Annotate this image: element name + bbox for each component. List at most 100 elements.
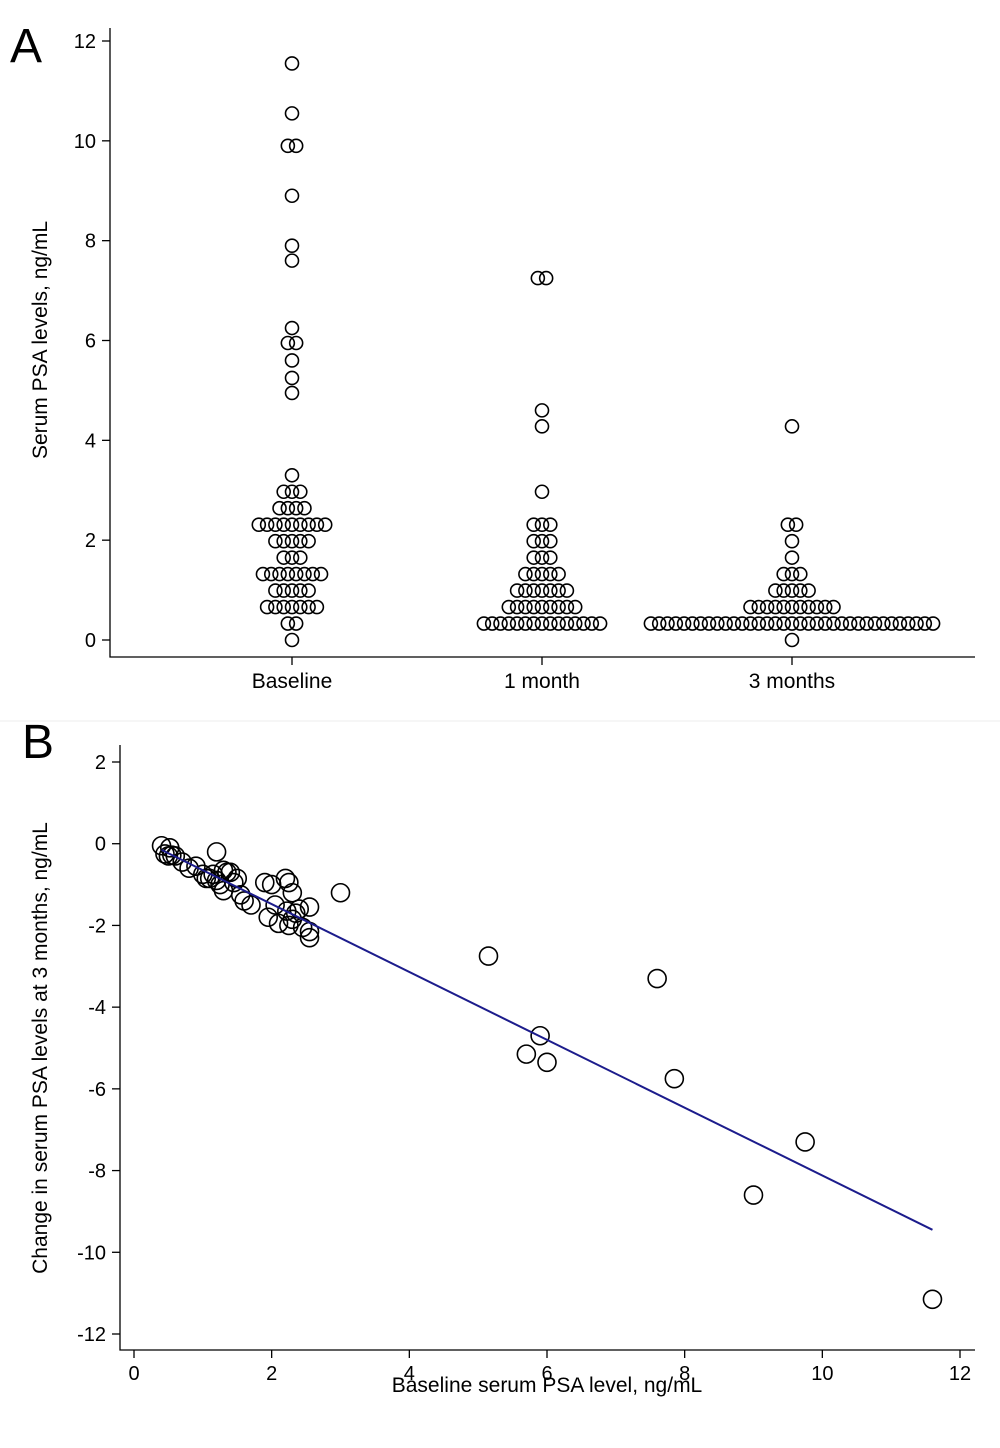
panel-a-data-point (768, 599, 783, 615)
panel-a-data-point (284, 467, 300, 483)
panel-b-x-tick-label: 0 (128, 1363, 139, 1385)
panel-a-data-point (534, 599, 550, 615)
panel-b-x-tick-label: 10 (811, 1363, 833, 1385)
panel-a-data-point (534, 566, 550, 582)
panel-a-data-point (701, 616, 717, 631)
panel-a-data-point (534, 616, 550, 631)
panel-a-data-point (784, 632, 800, 648)
panel-a-data-point (784, 599, 800, 615)
panel-a-data-point (917, 616, 933, 631)
panel-a-data-point (734, 616, 750, 631)
panel-a-data-point (826, 599, 841, 615)
panel-a-data-point (284, 385, 300, 401)
panel-a-data-point (551, 583, 566, 598)
panel-a-data-point (526, 517, 542, 532)
panel-a-data-point (776, 583, 792, 598)
panel-a-data-point (259, 599, 275, 615)
panel-a-data-point (263, 566, 279, 582)
panel-a-data-point (301, 533, 316, 549)
panel-a-data-point (284, 533, 300, 549)
panel-a-data-point (280, 138, 296, 154)
panel-a-data-point (292, 583, 308, 598)
panel-a-data-point (301, 583, 316, 598)
panel-a-data-point (792, 599, 808, 615)
panel-a-data-point (817, 616, 833, 631)
panel-a-data-point (526, 533, 542, 549)
panel-b-y-axis-title: Change in serum PSA levels at 3 months, … (29, 822, 52, 1274)
panel-a-data-point (284, 253, 300, 268)
panel-a-data-point (317, 517, 333, 532)
panel-a-data-point (501, 616, 517, 631)
panel-a-data-point (718, 616, 733, 631)
panel-a-data-point (709, 616, 725, 631)
panel-a-y-tick-label: 0 (85, 630, 96, 652)
panel-a-data-point (259, 517, 275, 532)
panel-b-y-tick-label: -4 (88, 997, 106, 1019)
panel-a-data-point (768, 583, 783, 598)
panel-a-data-point (284, 583, 300, 598)
panel-a-data-point (534, 550, 550, 565)
panel-a-category-label: 1 month (504, 670, 580, 693)
panel-a-data-point (284, 320, 300, 336)
panel-a-data-point (534, 403, 550, 418)
panel-a-data-point (276, 517, 292, 532)
panel-a-data-point (509, 616, 525, 631)
panel-a-data-point (534, 533, 550, 549)
panel-a-data-point (509, 583, 525, 598)
panel-a-data-point (768, 616, 783, 631)
panel-a-data-point (576, 616, 591, 631)
panel-a-y-ticks: 0 2 4 6 8 10 12 (74, 31, 110, 652)
panel-a-y-tick-label: 12 (74, 31, 96, 53)
panel-a-data-point (780, 517, 796, 532)
panel-a-data-point (551, 616, 566, 631)
panel-a-data-point (288, 335, 304, 351)
panel-b-data-point (282, 882, 303, 903)
panel-a-data-point (743, 616, 758, 631)
panel-b-x-tick-label: 12 (949, 1363, 971, 1385)
panel-b-data-point (155, 844, 175, 864)
panel-a-data-point (792, 566, 808, 582)
panel-a-data-point (284, 517, 300, 532)
panel-a-data-point (518, 566, 533, 582)
panel-a-data-point (284, 188, 300, 204)
panel-a-data-point (280, 616, 296, 631)
panel-a-data-point (817, 599, 833, 615)
panel-a-data-point (668, 616, 684, 631)
panel-a-data-point (660, 616, 675, 631)
panel-b-y-tick-label: 0 (95, 834, 106, 856)
panel-a-data-point (276, 484, 292, 500)
panel-a-data-point (526, 616, 542, 631)
panel-a-data-point (900, 616, 916, 631)
panel-a-data-point (826, 616, 841, 631)
panel-a-points (251, 56, 941, 648)
panel-a-data-point (743, 599, 758, 615)
panel-a-data-point (255, 566, 271, 582)
panel-b-y-tick-label: -8 (88, 1161, 106, 1183)
panel-b-data-point (279, 872, 299, 893)
panel-a-data-point (297, 566, 312, 582)
panel-a-y-axis-title: Serum PSA levels, ng/mL (29, 221, 52, 459)
panel-a-data-point (292, 533, 308, 549)
panel-a-y-tick-label: 4 (85, 430, 96, 452)
panel-b-y-tick-label: -6 (88, 1079, 106, 1101)
panel-a-data-point (909, 616, 924, 631)
panel-b-x-tick-label: 6 (541, 1363, 552, 1385)
panel-b-data-point (299, 927, 320, 948)
panel-a-data-point (276, 550, 292, 565)
panel-a-data-point (784, 550, 800, 565)
panel-b-x-axis-title: Baseline serum PSA level, ng/mL (392, 1374, 703, 1397)
panel-a-data-point (476, 616, 492, 631)
panel-a-data-point (643, 616, 659, 631)
panel-a-data-point (559, 616, 575, 631)
panel-b-x-tick-label: 8 (679, 1363, 690, 1385)
panel-a-data-point (493, 616, 508, 631)
panel-b-y-tick-label: -2 (88, 915, 106, 937)
panel-a-data-point (509, 599, 525, 615)
panel-a-data-point (305, 566, 321, 582)
panel-a-data-point (685, 616, 700, 631)
panel-a-data-point (284, 632, 300, 648)
panel-a-data-point (542, 566, 558, 582)
panel-a-data-point (551, 566, 566, 582)
panel-a-data-point (584, 616, 600, 631)
